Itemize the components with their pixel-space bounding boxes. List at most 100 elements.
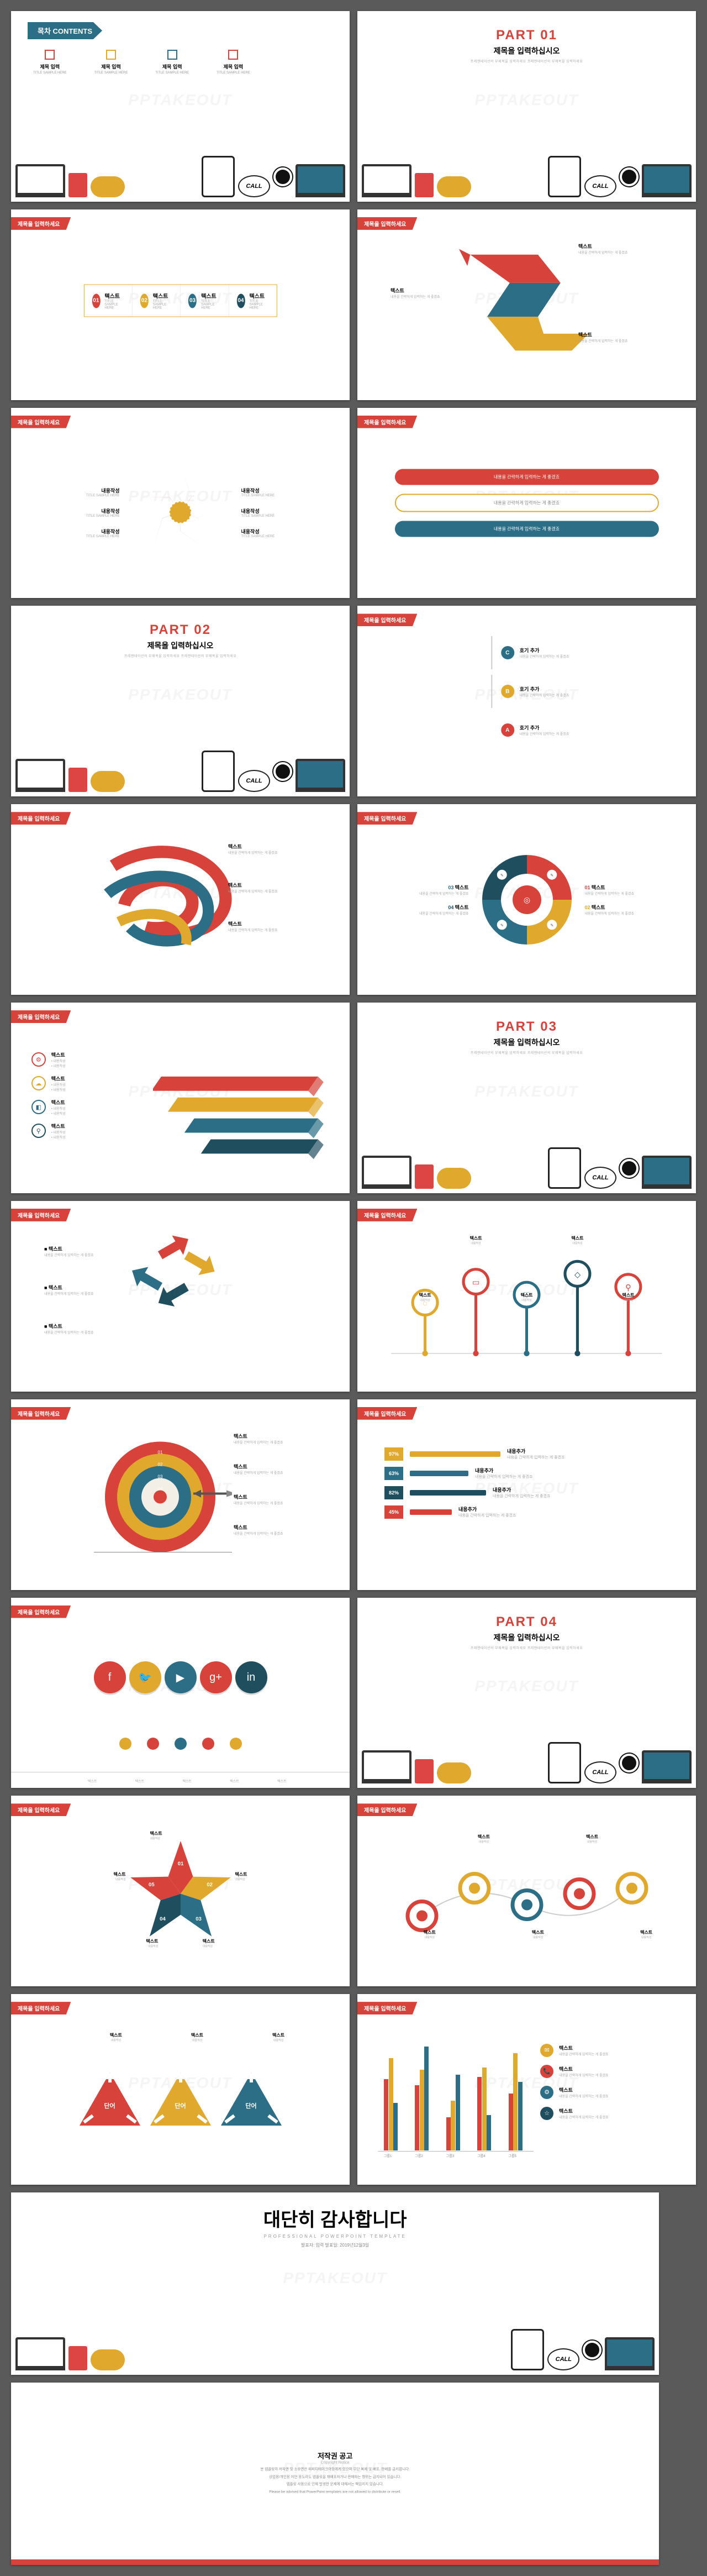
dot-icon [202,1738,214,1750]
bar [456,2075,460,2150]
bars-3d [153,1060,329,1181]
bar-group-label: 그룹4 [477,2153,485,2158]
svg-text:03: 03 [157,1474,162,1479]
thanks-sub: PROFESSIONAL POWERPOINT TEMPLATE [11,2234,659,2239]
desk-illustration: CALL [11,2273,659,2375]
circle-icon: ☁ [31,1076,46,1090]
dot-label: 텍스트 [72,1778,113,1783]
svg-text:04: 04 [160,1916,166,1922]
timeline-node: A 호기 추가내용을 간략하게 입력하는 게 좋겠죠 [484,713,569,747]
cell: 03 텍스트TITLE SAMPLE HERE [180,285,228,317]
slide: PPTAKEOUT PART 01 제목을 입력하십시오 프레젠테이션의 부제목… [357,11,696,202]
dot-icon [119,1738,131,1750]
lolli-label: 텍스트내용작성 [451,1235,501,1245]
donut-label: 04 텍스트내용을 간략하게 입력하는 게 좋겠죠 [419,904,468,916]
slide-title-bar: 제목을 입력하세요 [11,2002,71,2014]
calculator-icon [68,173,87,197]
arrow-cluster [11,1201,350,1392]
labels-left: 내용작성TITLE SAMPLE HERE내용작성TITLE SAMPLE HE… [59,477,120,548]
tablet-icon [202,156,235,197]
laptop-icon [15,164,65,197]
laptop-icon [362,1750,411,1783]
slide-title-bar: 제목을 입력하세요 [357,1803,417,1816]
footer-strip [11,2559,659,2565]
hbar-label: 내용추가내용을 간략하게 입력하는 게 좋겠죠 [475,1467,669,1480]
slide: PPTAKEOUT제목을 입력하세요 01020304 텍스트내용을 간략하게 … [11,1399,350,1590]
icon-row: ☁ 텍스트• 내용작성• 내용작성 [31,1075,146,1092]
slide-title-bar: 제목을 입력하세요 [357,613,417,626]
dot-icon [230,1738,242,1750]
cell-number: 01 [92,293,100,308]
target: 01020304 [88,1436,232,1560]
star-chart [131,463,230,562]
watermark: PPTAKEOUT [357,1083,696,1100]
triangle-label: 단어 [104,2101,115,2110]
copyright-para: Please be advised that PowerPoint templa… [70,2490,601,2495]
item-label: 제목 입력 [155,63,189,70]
slide: PPTAKEOUT제목을 입력하세요 01 02 03 04 05 텍스트내용작… [11,1796,350,1986]
part-number: PART 02 [11,622,350,638]
calculator-icon [415,1759,434,1783]
dot-label: 텍스트 [167,1778,208,1783]
zig-label: 텍스트내용을 간략하게 입력하는 게 좋겠죠 [578,243,667,255]
laptop-icon [15,759,65,792]
coffee-icon [620,1754,639,1772]
svg-text:04: 04 [157,1486,162,1491]
bar [451,2101,455,2150]
pill: 내용을 간략하게 입력하는 게 좋겠죠 [394,469,658,485]
cloud-icon [437,1762,471,1783]
ribbon-swirl [11,804,350,995]
slide: PPTAKEOUT제목을 입력하세요내용작성TITLE SAMPLE HERE내… [11,408,350,599]
copyright-title: 저작권 공고 [70,2450,601,2460]
coffee-icon [620,1159,639,1178]
cloud-icon [91,2349,125,2370]
slide: PPTAKEOUT PART 04 제목을 입력하십시오 프레젠테이션의 부제목… [357,1598,696,1788]
labels-right: 내용작성TITLE SAMPLE HERE내용작성TITLE SAMPLE HE… [241,477,302,548]
tablet-icon [548,1742,581,1783]
slide: PPTAKEOUT제목을 입력하세요 97% 내용추가내용을 간략하게 입력하는… [357,1399,696,1590]
chain-label: 텍스트내용작성 [405,1929,455,1939]
svg-text:⚲: ⚲ [625,1283,631,1292]
triangle: 단어 [150,2073,211,2126]
icon-list: ⚙ 텍스트• 내용작성• 내용작성 ☁ 텍스트• 내용작성• 내용작성 ◧ 텍스… [31,1045,146,1146]
item-sub: TITLE SAMPLE HERE [94,71,128,75]
square-icon [45,50,55,60]
donut-labels-left: 03 텍스트내용을 간략하게 입력하는 게 좋겠죠04 텍스트내용을 간략하게 … [419,884,468,916]
cell-text: 텍스트TITLE SAMPLE HERE [104,292,124,310]
target-chart: 01020304 [88,1436,232,1557]
watermark: PPTAKEOUT [357,1677,696,1695]
slide-title-bar: 제목을 입력하세요 [11,1209,71,1221]
laptop-icon [642,1750,692,1783]
donut-label: 02 텍스트내용을 간략하게 입력하는 게 좋겠죠 [585,904,634,916]
tablet-icon [202,751,235,792]
cell: 01 텍스트TITLE SAMPLE HERE [84,285,131,317]
slide: PPTAKEOUT목차 CONTENTS 제목 입력 TITLE SAMPLE … [11,11,350,202]
svg-text:▭: ▭ [472,1278,480,1287]
part-title: 제목을 입력하십시오 [357,1632,696,1643]
hbar-bar [410,1451,500,1457]
bar [446,2117,451,2150]
zig-label: 텍스트내용을 간략하게 입력하는 게 좋겠죠 [391,287,479,299]
cluster-label: ■ 텍스트내용을 간략하게 입력하는 게 좋겠죠 [44,1323,138,1335]
star2-label: 텍스트내용작성 [203,1938,263,1948]
svg-text:05: 05 [149,1882,155,1888]
item-label: 제목 입력 [33,63,67,70]
hbar-row: 97% 내용추가내용을 간략하게 입력하는 게 좋겠죠 [384,1447,669,1461]
svg-text:◇: ◇ [574,1271,581,1279]
call-bubble-icon: CALL [584,1167,616,1189]
call-bubble-icon: CALL [584,1761,616,1783]
triangle-label: 단어 [175,2101,186,2110]
part-number: PART 03 [357,1019,696,1035]
zigzag-arrow [357,209,696,400]
cell: 04 텍스트TITLE SAMPLE HERE [228,285,276,317]
legend-row: ✉ 텍스트내용을 간략하게 입력하는 게 좋겠죠 [540,2044,676,2057]
bar [424,2047,429,2150]
square-icon [106,50,116,60]
slide-title-bar: 제목을 입력하세요 [11,812,71,825]
bar [393,2103,398,2150]
cell: 02 텍스트TITLE SAMPLE HERE [132,285,180,317]
lolli-label: 텍스트내용작성 [603,1292,653,1302]
hbar-pct: 82% [384,1486,403,1499]
part-number: PART 01 [357,28,696,43]
slide-title-bar: 제목을 입력하세요 [357,2002,417,2014]
